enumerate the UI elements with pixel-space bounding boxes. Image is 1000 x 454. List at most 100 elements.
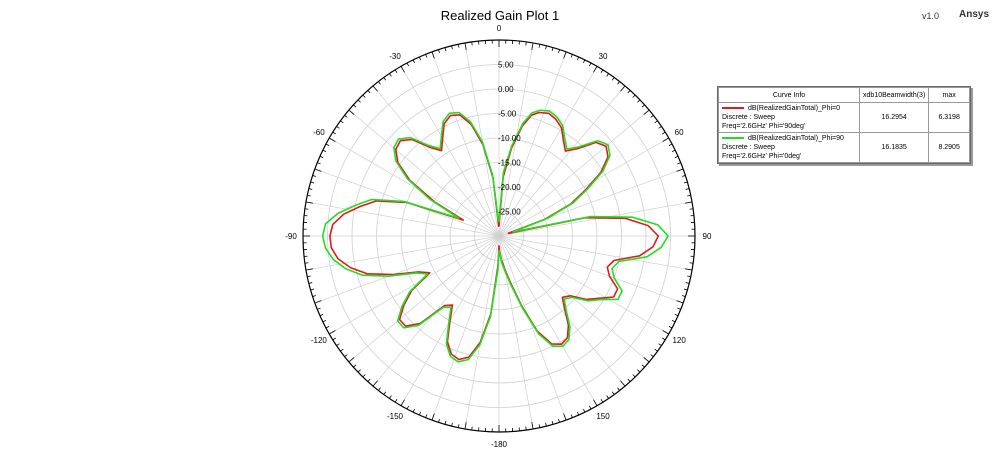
tick-mark — [457, 424, 460, 428]
grid-spoke — [329, 235, 500, 335]
tick-mark — [431, 413, 435, 421]
tick-mark — [336, 343, 340, 346]
tick-mark — [551, 47, 554, 52]
tick-mark — [545, 45, 547, 50]
tick-mark — [310, 181, 315, 184]
curve-info-legend[interactable]: Curve Info xdb10Beamwidth(3) max dB(Real… — [717, 86, 971, 164]
grid-spoke — [498, 235, 684, 304]
tick-mark — [357, 99, 361, 103]
grid-spoke — [498, 235, 693, 271]
tick-mark — [348, 109, 355, 115]
tick-mark — [589, 405, 592, 410]
tick-mark — [662, 131, 666, 135]
grid-spoke — [305, 235, 500, 271]
tick-mark — [650, 354, 654, 357]
plot-title: Realized Gain Plot 1 — [440, 8, 560, 23]
tick-mark — [329, 330, 336, 335]
tick-mark — [418, 411, 422, 416]
tick-mark — [336, 126, 340, 129]
tick-mark — [412, 59, 415, 64]
radial-tick-label: -10.00 — [498, 134, 521, 143]
tick-mark — [412, 408, 415, 413]
tick-mark — [685, 268, 693, 271]
tick-mark — [317, 162, 321, 165]
legend-beamwidth-value: 16.2954 — [859, 102, 930, 133]
tick-mark — [307, 275, 311, 278]
tick-mark — [307, 194, 311, 197]
polar-grid — [302, 39, 696, 433]
tick-mark — [662, 137, 669, 142]
angle-tick-label: -180 — [491, 440, 508, 449]
tick-mark — [383, 77, 387, 81]
tick-mark — [662, 337, 666, 341]
tick-mark — [617, 387, 620, 391]
radial-tick-label: -5.00 — [498, 110, 517, 119]
radial-tick-label: 5.00 — [498, 61, 514, 70]
tick-mark — [310, 288, 315, 291]
legend-header-curve-info: Curve Info — [717, 87, 861, 103]
grid-spoke — [372, 85, 500, 237]
angle-tick-label: 150 — [596, 412, 610, 421]
tick-mark — [425, 414, 428, 418]
tick-mark — [683, 181, 688, 184]
tick-mark — [400, 66, 405, 73]
legend-curve-params: Freq='2.6GHz' Phi='90deg' — [722, 123, 806, 130]
tick-mark — [317, 307, 321, 310]
grid-spoke — [464, 235, 500, 430]
legend-row-phi90[interactable]: dB(RealizedGainTotal)_Phi=90 Discrete : … — [717, 132, 970, 163]
radial-tick-label: 0.00 — [498, 85, 514, 94]
grid-spoke — [498, 51, 567, 237]
angle-tick-label: 90 — [703, 232, 712, 241]
grid-spoke — [498, 109, 650, 237]
tick-mark — [687, 194, 691, 197]
angle-tick-label: 0 — [497, 24, 502, 33]
tick-mark — [641, 364, 645, 368]
grid-spoke — [498, 235, 650, 363]
tick-mark — [406, 405, 409, 410]
tick-mark — [551, 420, 554, 425]
tick-mark — [394, 399, 398, 403]
tick-mark — [668, 326, 673, 329]
tick-mark — [322, 149, 327, 152]
tick-mark — [606, 395, 609, 399]
radial-tick-label: -15.00 — [498, 159, 521, 168]
angle-tick-label: -30 — [389, 52, 401, 61]
tick-mark — [444, 47, 447, 52]
tick-mark — [367, 90, 371, 94]
legend-row-phi0[interactable]: dB(RealizedGainTotal)_Phi=0 Discrete : S… — [717, 102, 970, 133]
curves — [321, 109, 669, 363]
tick-mark — [389, 395, 392, 399]
tick-mark — [627, 378, 631, 382]
grid-spoke — [305, 201, 500, 237]
tick-mark — [372, 380, 378, 387]
tick-mark — [637, 99, 641, 103]
tick-mark — [329, 137, 336, 142]
radial-tick-label: -20.00 — [498, 183, 521, 192]
tick-mark — [367, 378, 371, 382]
tick-mark — [563, 51, 567, 59]
tick-mark — [319, 155, 324, 159]
tick-mark — [353, 104, 357, 108]
version-label: v1.0 — [922, 11, 940, 21]
tick-mark — [438, 418, 440, 423]
tick-mark — [654, 348, 658, 352]
grid-spoke — [348, 109, 500, 237]
tick-mark — [322, 320, 327, 323]
grid-spoke — [400, 66, 500, 237]
legend-curve-info: dB(RealizedGainTotal)_Phi=90 Discrete : … — [717, 132, 861, 163]
tick-mark — [314, 168, 322, 172]
tick-mark — [418, 56, 422, 61]
tick-mark — [378, 81, 381, 85]
grid-spoke — [498, 85, 626, 237]
tick-mark — [677, 307, 681, 310]
tick-mark — [431, 51, 435, 59]
angle-tick-label: -150 — [387, 412, 404, 421]
tick-mark — [637, 369, 641, 373]
tick-mark — [348, 357, 355, 363]
tick-mark — [671, 149, 676, 152]
tick-mark — [558, 49, 560, 54]
tick-mark — [425, 54, 428, 58]
tick-mark — [611, 77, 615, 81]
radial-tick-label: -25.00 — [498, 208, 521, 217]
